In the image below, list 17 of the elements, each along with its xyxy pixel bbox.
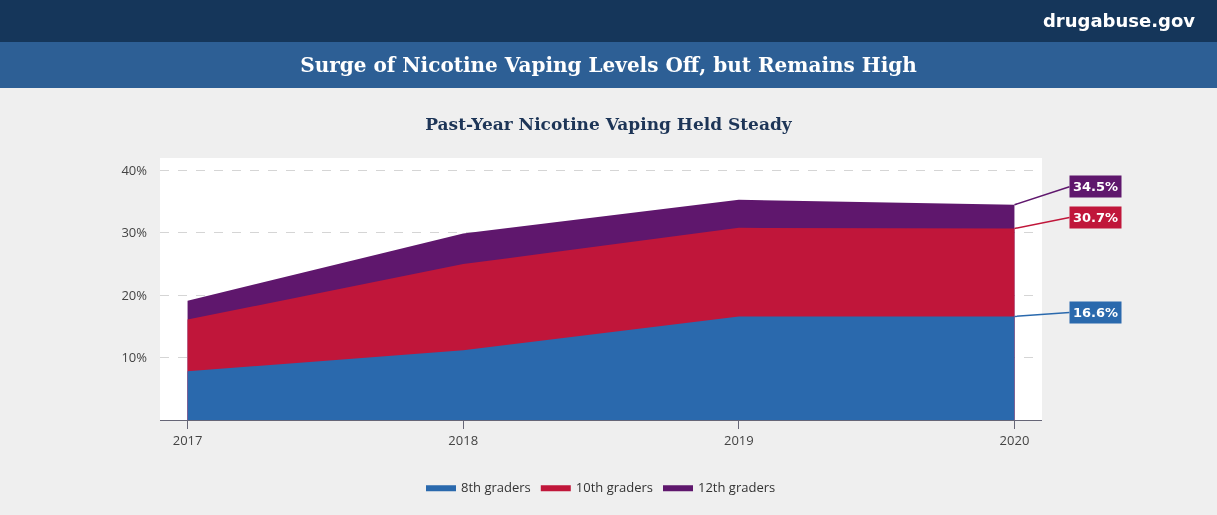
chart-subtitle: Past-Year Nicotine Vaping Held Steady: [425, 113, 793, 134]
y-tick-label: 40%: [121, 161, 148, 180]
legend-label: 12th graders: [698, 478, 776, 497]
y-tick-label: 30%: [121, 223, 148, 242]
x-tick-label: 2020: [999, 430, 1030, 449]
data-label: 16.6%: [1073, 305, 1119, 320]
x-tick-label: 2018: [448, 430, 479, 449]
text: drugabuse.gov: [1042, 10, 1195, 31]
legend-label: 10th graders: [575, 478, 653, 497]
x-tick-label: 2019: [723, 430, 754, 449]
y-tick-label: 10%: [121, 348, 148, 367]
chart-title: Surge of Nicotine Vaping Levels Off, but Remains High: [0, 42, 1217, 88]
x-tick-label: 2017: [172, 430, 203, 449]
data-label: 34.5%: [1073, 179, 1119, 194]
legend-label: 8th graders: [461, 478, 531, 497]
y-tick-label: 20%: [121, 285, 148, 304]
data-label: 30.7%: [1073, 210, 1119, 225]
